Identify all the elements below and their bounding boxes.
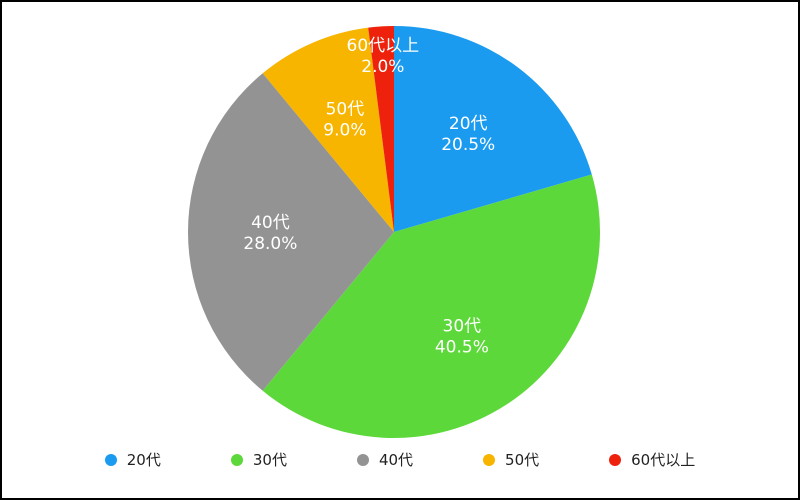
slice-value-label: 40.5%: [435, 337, 489, 357]
legend-swatch: [356, 453, 369, 466]
legend-swatch: [230, 453, 243, 466]
legend-swatch: [609, 453, 622, 466]
legend-item: 40代: [356, 449, 414, 470]
legend-item: 20代: [104, 449, 161, 470]
slice-category-label: 40代: [251, 213, 290, 233]
pie-slices: [187, 26, 601, 439]
legend-item: 30代: [230, 449, 287, 470]
pie-slice-5: [368, 26, 394, 232]
legend-swatch: [483, 453, 496, 466]
legend-label: 60代以上: [631, 451, 696, 469]
slice-value-label: 2.0%: [361, 57, 404, 77]
slice-category-label: 30代: [443, 316, 482, 336]
legend-label: 30代: [252, 451, 287, 469]
legend-item: 60代以上: [609, 449, 695, 470]
legend-label: 40代: [378, 451, 414, 469]
legend-swatch: [104, 453, 117, 466]
slice-category-label: 60代以上: [347, 36, 420, 56]
legend-item: 50代: [483, 449, 539, 470]
slice-value-label: 28.0%: [243, 234, 297, 254]
legend-label: 50代: [505, 451, 540, 469]
legend: 20代 30代 40代 50代 60代以上: [2, 449, 798, 470]
legend-label: 20代: [126, 451, 161, 469]
pie-slice-1: [394, 26, 592, 232]
slice-value-label: 9.0%: [323, 121, 366, 141]
pie-slice-3: [187, 73, 394, 391]
pie-slice-2: [262, 174, 601, 439]
slice-category-label: 50代: [326, 100, 365, 120]
slice-category-label: 20代: [449, 114, 488, 134]
pie-slice-4: [262, 27, 394, 232]
slice-value-label: 20.5%: [441, 135, 495, 155]
